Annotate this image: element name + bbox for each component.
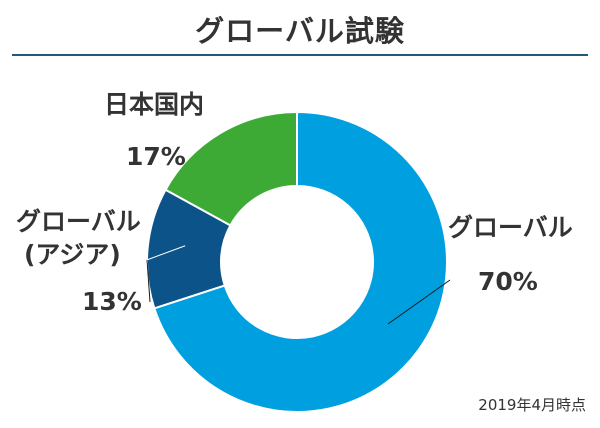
label-global: グローバル <box>448 213 573 242</box>
date-note: 2019年4月時点 <box>478 396 586 414</box>
slice-japan <box>164 110 298 227</box>
chart-title: グローバル試験 <box>195 14 405 48</box>
leader-line-global <box>387 279 451 325</box>
value-japan: 17% <box>126 142 186 171</box>
slice-global <box>153 110 448 413</box>
value-global-asia: 13% <box>82 287 142 316</box>
label-global-asia-line1: グローバル <box>16 207 141 236</box>
title-divider <box>12 54 588 56</box>
label-japan: 日本国内 <box>104 90 204 119</box>
leader-line-global-asia-outer <box>146 259 151 303</box>
leader-line-global-asia <box>146 245 186 261</box>
value-global: 70% <box>478 267 538 296</box>
label-global-asia-line2: (アジア) <box>24 240 121 269</box>
